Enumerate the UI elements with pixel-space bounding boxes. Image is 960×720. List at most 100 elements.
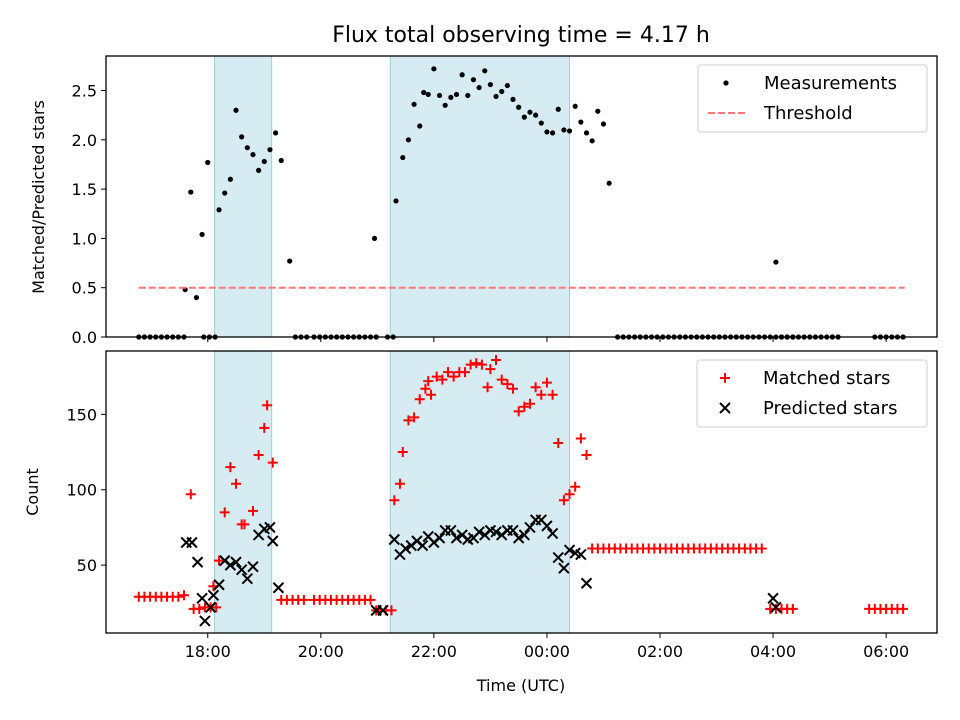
matched-stars-point [259, 422, 270, 433]
measurements-point [417, 123, 423, 129]
matched-stars-point [365, 594, 376, 605]
x-tick-label: 02:00 [637, 642, 683, 661]
measurements-point [606, 180, 612, 186]
measurements-point [188, 189, 194, 195]
matched-stars-point [267, 457, 278, 468]
predicted-stars-point [524, 521, 536, 534]
predicted-stars-point [575, 548, 587, 561]
measurements-point [222, 190, 228, 196]
matched-stars-point [389, 495, 400, 506]
measurements-point [400, 154, 406, 161]
matched-stars-point [524, 398, 535, 409]
legend-matched-stars-label: Matched stars [763, 368, 890, 389]
matched-stars-point [465, 359, 476, 370]
matched-stars-point [508, 383, 519, 394]
legend-matched-stars-marker [720, 373, 730, 383]
predicted-stars-point [196, 592, 208, 605]
measurements-point [499, 88, 505, 95]
predicted-stars-point [541, 520, 553, 532]
measurements-point [261, 158, 267, 165]
matched-stars-point [553, 437, 564, 448]
matched-stars-point [536, 389, 547, 400]
matched-stars-point [547, 389, 558, 400]
measurements-point [287, 258, 293, 264]
measurements-point [459, 72, 465, 78]
matched-stars-point [437, 374, 448, 385]
top-y-axis-label: Matched/Predicted stars [29, 100, 48, 294]
y-tick-label: 0.5 [72, 279, 97, 298]
matched-stars-point [476, 359, 487, 370]
matched-stars-point [787, 603, 798, 614]
matched-stars-point [530, 382, 541, 393]
y-tick-label: 100 [66, 481, 97, 500]
matched-stars-point [185, 489, 196, 500]
predicted-stars-point [377, 604, 389, 617]
matched-stars-point [448, 371, 459, 382]
measurements-point [544, 129, 550, 135]
predicted-stars-point [518, 529, 531, 541]
matched-stars-point [513, 406, 524, 417]
measurements-point [566, 128, 573, 134]
measurements-point [227, 176, 233, 182]
predicted-stars-point [235, 563, 248, 576]
y-tick-label: 2.0 [72, 131, 97, 150]
y-tick-label: 150 [66, 405, 97, 424]
measurements-point [267, 147, 273, 153]
measurements-point [555, 106, 561, 112]
measurements-point [589, 138, 595, 144]
legend-predicted-stars-label: Predicted stars [763, 398, 897, 419]
x-tick-label: 18:00 [185, 642, 231, 661]
matched-stars-point [420, 383, 431, 394]
x-tick-label: 00:00 [524, 642, 570, 661]
matched-stars-point [491, 355, 502, 366]
measurements-point [595, 108, 601, 114]
predicted-stars-point [507, 524, 519, 537]
measurements-point [393, 198, 399, 204]
predicted-stars-point [224, 559, 237, 571]
measurements-point [193, 294, 200, 301]
predicted-stars-point [388, 533, 401, 546]
measurements-point [521, 114, 527, 120]
predicted-stars-point [767, 592, 779, 605]
matched-stars-point [211, 602, 222, 613]
matched-stars-point [253, 450, 264, 461]
y-tick-label: 1.0 [72, 229, 97, 248]
matched-stars-point [214, 555, 225, 566]
predicted-stars-point [473, 526, 485, 538]
measurements-point [482, 68, 488, 74]
predicted-stars-point [445, 524, 457, 537]
matched-stars-point [581, 450, 592, 461]
measurements-point [272, 130, 279, 136]
matched-stars-point [443, 367, 454, 378]
matched-stars-point [386, 605, 397, 616]
measurements-point [572, 103, 578, 109]
measurements-point [600, 121, 607, 127]
y-tick-label: 2.5 [72, 82, 97, 101]
legend-predicted-stars-marker [719, 402, 731, 414]
measurements-point [533, 112, 539, 118]
measurements-point [516, 104, 522, 110]
matched-stars-point [471, 358, 482, 369]
matched-stars-point [570, 481, 581, 492]
chart-title: Flux total observing time = 4.17 h [332, 23, 710, 48]
measurements-point [442, 102, 448, 108]
bottom-axes-frame [105, 350, 938, 634]
measurements-point [527, 109, 533, 115]
predicted-stars-point [546, 527, 559, 540]
bottom-y-axis-label: Count [23, 468, 42, 516]
y-tick-label: 50 [77, 556, 97, 575]
measurements-point [216, 207, 222, 213]
predicted-stars-point [552, 551, 564, 564]
matched-stars-point [414, 394, 425, 405]
matched-stars-point [756, 543, 767, 554]
y-tick-label: 1.5 [72, 180, 97, 199]
measurements-point [239, 134, 245, 140]
matched-stars-point [173, 591, 184, 602]
measurements-point [561, 127, 567, 133]
matched-stars-point [394, 478, 405, 489]
predicted-stars-point [558, 562, 570, 574]
measurements-point [493, 93, 499, 100]
predicted-stars-point [433, 532, 446, 544]
matched-stars-point [541, 377, 552, 388]
y-tick-label: 0.0 [72, 328, 97, 347]
